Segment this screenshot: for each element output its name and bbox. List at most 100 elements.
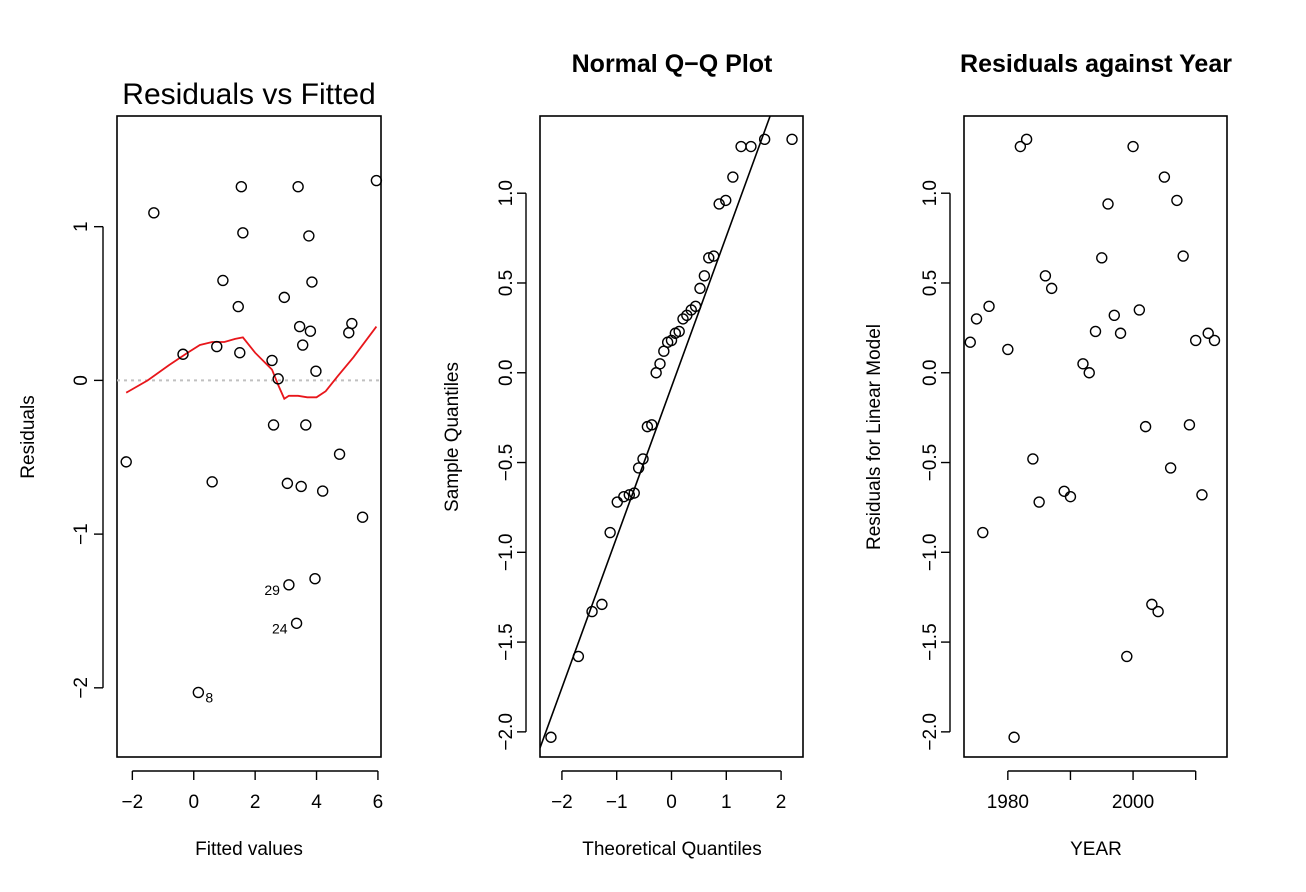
data-point — [1139, 420, 1152, 433]
data-point — [234, 347, 246, 359]
data-point — [293, 320, 306, 333]
y-tick-label: −0.5 — [920, 444, 941, 482]
data-point — [333, 448, 346, 460]
data-point — [1196, 489, 1208, 501]
x-tick-label: 6 — [373, 792, 384, 813]
normal-qq-title: Normal Q−Q Plot — [572, 50, 773, 78]
x-tick-label: −2 — [551, 792, 573, 813]
data-point — [1077, 358, 1089, 370]
data-point — [148, 207, 160, 219]
data-point — [1020, 133, 1033, 146]
point-label: 29 — [264, 582, 280, 598]
data-point — [1064, 490, 1077, 503]
data-point — [272, 373, 284, 385]
plot-frame — [116, 115, 382, 758]
data-point — [1014, 140, 1027, 153]
data-point — [346, 317, 358, 330]
data-point — [623, 489, 636, 501]
x-tick-label: −1 — [606, 792, 628, 813]
data-point — [297, 339, 309, 351]
data-point — [786, 133, 798, 146]
data-point — [1158, 171, 1171, 183]
y-tick-label: −1.5 — [496, 623, 517, 661]
data-point — [758, 133, 771, 146]
data-point — [267, 419, 280, 431]
y-tick-label: 0 — [71, 375, 92, 386]
y-tick-label: −1.5 — [920, 623, 941, 661]
data-point — [611, 496, 623, 508]
data-point — [545, 731, 557, 743]
data-point — [720, 194, 732, 207]
data-point — [1045, 282, 1058, 295]
data-point — [694, 282, 706, 295]
data-point — [120, 456, 132, 468]
data-point — [1133, 304, 1146, 316]
data-point — [343, 327, 355, 339]
residuals-vs-fitted-title: Residuals vs Fitted — [122, 78, 375, 111]
data-point — [632, 462, 645, 474]
data-point — [295, 480, 307, 493]
x-tick-label: 1 — [721, 792, 732, 813]
data-point — [604, 526, 616, 539]
residuals-against-year-title: Residuals against Year — [960, 50, 1232, 78]
data-point — [673, 325, 685, 338]
residuals-against-year-panel: Residuals against Year YEAR Residuals fo… — [864, 50, 1232, 860]
data-point — [727, 171, 739, 183]
data-point — [266, 354, 278, 367]
x-tick-label: 2 — [250, 792, 261, 813]
data-point — [983, 300, 995, 313]
data-point — [970, 313, 983, 325]
point-label: 24 — [272, 620, 288, 636]
y-tick-label: 0.0 — [496, 360, 517, 386]
data-point — [1164, 462, 1177, 474]
x-tick-label: 2000 — [1112, 792, 1154, 813]
data-point — [1027, 453, 1039, 465]
y-tick-label: −2.0 — [920, 713, 941, 751]
data-point — [1183, 419, 1196, 431]
data-point — [281, 477, 294, 490]
data-point — [206, 476, 218, 488]
data-point — [707, 250, 720, 262]
data-point — [1189, 334, 1202, 347]
data-point — [698, 270, 711, 282]
data-point — [1114, 327, 1127, 339]
data-point — [310, 365, 322, 377]
x-tick-label: 4 — [311, 792, 322, 813]
normal-qq-panel: Normal Q−Q Plot Theoretical Quantiles Sa… — [442, 50, 804, 860]
data-point — [283, 579, 295, 591]
data-point — [316, 485, 329, 497]
y-tick-label: −2 — [71, 677, 92, 699]
y-tick-label: 0.5 — [920, 270, 941, 296]
data-point — [1083, 367, 1095, 379]
residuals-vs-fitted-y-label: Residuals — [18, 395, 39, 478]
data-point — [1033, 496, 1045, 508]
data-point — [713, 198, 725, 210]
x-tick-label: 0 — [666, 792, 677, 813]
data-point — [211, 340, 223, 353]
plot-frame — [539, 115, 804, 758]
data-point — [1039, 270, 1052, 282]
y-tick-label: 1.0 — [920, 180, 941, 206]
x-tick-label: 0 — [188, 792, 199, 813]
y-tick-label: −2.0 — [496, 713, 517, 751]
data-point — [628, 487, 640, 499]
x-tick-label: 2 — [776, 792, 787, 813]
data-point — [290, 617, 303, 629]
data-point — [1121, 650, 1133, 663]
data-point — [745, 140, 757, 153]
data-point — [596, 598, 608, 611]
data-point — [1152, 605, 1164, 618]
data-point — [303, 230, 315, 242]
data-point — [637, 453, 649, 465]
plot-frame — [963, 115, 1228, 758]
residuals-against-year-y-label: Residuals for Linear Model — [864, 324, 885, 550]
data-point — [1008, 731, 1020, 743]
residuals-vs-fitted-panel: Residuals vs Fitted Fitted values Residu… — [18, 78, 383, 860]
normal-qq-x-label: Theoretical Quantiles — [582, 839, 762, 860]
data-point — [235, 181, 248, 193]
data-point — [654, 358, 666, 370]
data-point — [1171, 194, 1183, 207]
data-point — [300, 419, 312, 431]
y-tick-label: −0.5 — [496, 444, 517, 482]
data-point — [572, 650, 585, 663]
